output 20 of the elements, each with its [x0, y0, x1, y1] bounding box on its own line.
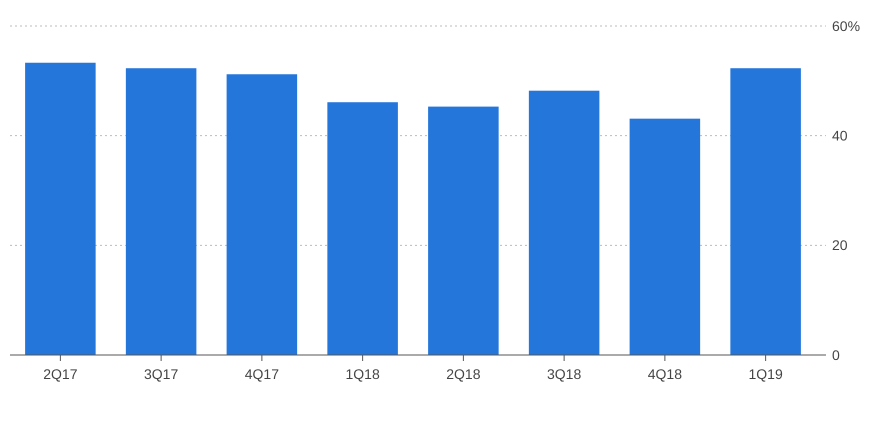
x-tick-label: 2Q18 [446, 366, 481, 382]
y-tick-label: 60% [832, 18, 860, 34]
bar [428, 106, 499, 355]
y-tick-label: 40 [832, 128, 848, 144]
y-tick-label: 20 [832, 237, 848, 254]
x-tick-label: 1Q19 [748, 366, 783, 382]
x-tick-label: 1Q18 [346, 366, 380, 382]
x-tick-label: 4Q18 [648, 366, 682, 382]
bar [226, 74, 298, 355]
bar [528, 90, 600, 355]
x-tick-label: 3Q18 [547, 366, 582, 382]
bar [25, 62, 96, 355]
bar [126, 68, 196, 355]
x-tick-label: 4Q17 [244, 366, 280, 382]
x-tick-label: 3Q17 [144, 366, 178, 382]
x-tick-label: 2Q17 [43, 366, 78, 382]
bar [327, 102, 398, 355]
bar [630, 118, 700, 355]
y-tick-label: 0 [832, 346, 840, 363]
bar [730, 68, 801, 355]
